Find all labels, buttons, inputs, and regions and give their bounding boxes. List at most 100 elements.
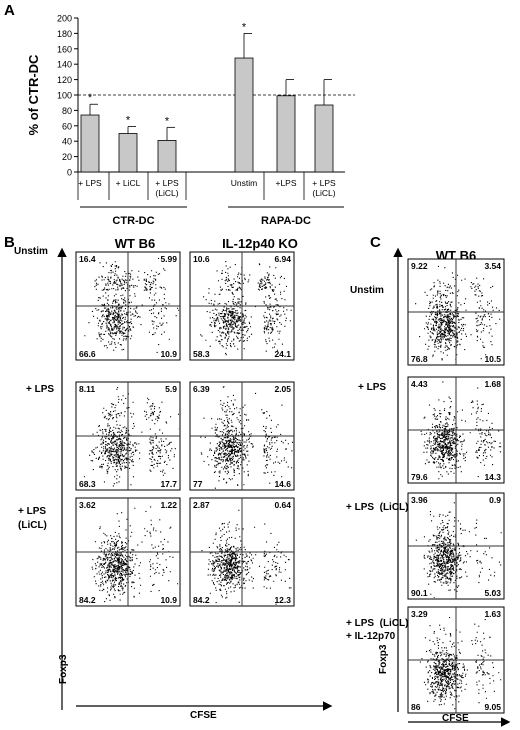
y-tick-label: 40: [62, 137, 72, 147]
category-label: + LiCL: [116, 178, 141, 188]
y-tick-label: 100: [57, 91, 72, 101]
quadrant-ul-percent: 3.96: [411, 495, 428, 505]
b-plot-0-0: 16.4 5.99 66.6 10.9: [75, 251, 181, 361]
bar: [276, 95, 296, 173]
bar: [314, 104, 334, 173]
quadrant-lr-percent: 10.9: [160, 595, 177, 605]
events: [200, 386, 293, 489]
quadrant-ll-percent: 79.6: [411, 472, 428, 482]
quadrant-lr-percent: 14.3: [484, 472, 501, 482]
c-row-label-unstim: Unstim: [350, 285, 384, 296]
bar: [157, 140, 177, 173]
quadrant-ul-percent: 2.87: [193, 500, 210, 510]
quadrant-ll-percent: 90.1: [411, 588, 428, 598]
significance-star: *: [165, 115, 170, 127]
quadrant-ul-percent: 4.43: [411, 379, 428, 389]
significance-star: *: [242, 21, 247, 33]
events: [200, 261, 292, 356]
quadrant-ul-percent: 3.29: [411, 609, 428, 619]
b-plot-0-1: 10.6 6.94 58.3 24.1: [189, 251, 295, 361]
quadrant-lr-percent: 17.7: [160, 479, 177, 489]
quadrant-ur-percent: 1.68: [484, 379, 501, 389]
quadrant-ur-percent: 5.9: [165, 384, 177, 394]
events: [91, 506, 179, 603]
c-plot-2: 3.96 0.9 90.1 5.03: [407, 492, 505, 600]
quadrant-ur-percent: 5.99: [160, 254, 177, 264]
c-plot-1: 4.43 1.68 79.6 14.3: [407, 376, 505, 484]
panel-b-letter: B: [4, 234, 15, 251]
quadrant-lr-percent: 9.05: [484, 702, 501, 712]
y-tick-label: 20: [62, 152, 72, 162]
panel-a-letter: A: [4, 2, 15, 19]
dot-cloud: [200, 386, 293, 489]
quadrant-lr-percent: 10.5: [484, 354, 501, 364]
significance-star: *: [88, 92, 93, 104]
c-y-axis-label: Foxp3: [378, 644, 389, 674]
c-plot-3: 3.29 1.63 86 9.05: [407, 606, 505, 714]
quadrant-ur-percent: 6.94: [274, 254, 291, 264]
panel-c-letter: C: [370, 234, 381, 251]
bar-chart: % of CTR-DC 0 20 40 60 80 100 120 140 160 180 200 *…: [26, 14, 355, 227]
b-row-label-unstim: Unstim: [14, 246, 48, 257]
quadrant-ul-percent: 9.22: [411, 261, 428, 271]
significance-star: *: [126, 115, 131, 127]
quadrant-ul-percent: 10.6: [193, 254, 210, 264]
column-header-wt-b6: WT B6: [114, 236, 156, 251]
quadrant-lr-percent: 5.03: [484, 588, 501, 598]
quadrant-ul-percent: 3.62: [79, 500, 96, 510]
y-tick-label: 0: [67, 168, 72, 178]
quadrant-lr-percent: 14.6: [274, 479, 291, 489]
b-y-axis-label: Foxp3: [58, 654, 69, 684]
column-header-il12p40-ko: IL-12p40 KO: [222, 236, 298, 251]
category-label: + LPS (LiCL): [312, 178, 336, 198]
quadrant-ll-percent: 77: [193, 479, 203, 489]
b-plot-1-1: 6.39 2.05 77 14.6: [189, 381, 295, 491]
quadrant-lr-percent: 12.3: [274, 595, 291, 605]
dot-cloud: [415, 502, 502, 598]
quadrant-ll-percent: 68.3: [79, 479, 96, 489]
y-tick-label: 140: [57, 60, 72, 70]
c-row-label-lps-licl-il12: + LPS (LiCL) + IL-12p70: [346, 618, 409, 642]
quadrant-ur-percent: 1.22: [160, 500, 177, 510]
b-plot-1-0: 8.11 5.9 68.3 17.7: [75, 381, 181, 491]
y-tick-label: 160: [57, 44, 72, 54]
b-plot-2-1: 2.87 0.64 84.2 12.3: [189, 497, 295, 607]
dot-cloud: [83, 387, 179, 487]
c-plot-0: 9.22 3.54 76.8 10.5: [407, 258, 505, 366]
quadrant-ll-percent: 86: [411, 702, 421, 712]
c-x-axis-label: CFSE: [442, 713, 469, 724]
dot-cloud: [84, 257, 179, 353]
quadrant-ul-percent: 16.4: [79, 254, 96, 264]
b-row-label-lps-licl: + LPS (LiCL): [18, 506, 47, 531]
dot-cloud: [200, 261, 292, 356]
group-label: CTR-DC: [112, 215, 154, 227]
quadrant-ll-percent: 84.2: [193, 595, 210, 605]
y-axis-label: % of CTR-DC: [26, 54, 41, 135]
y-tick-label: 80: [62, 106, 72, 116]
quadrant-ur-percent: 3.54: [484, 261, 501, 271]
events: [83, 387, 179, 487]
b-x-axis-label: CFSE: [190, 710, 217, 721]
quadrant-ll-percent: 84.2: [79, 595, 96, 605]
y-tick-label: 200: [57, 14, 72, 24]
quadrant-lr-percent: 24.1: [274, 349, 291, 359]
b-row-label-lps: + LPS: [26, 384, 55, 395]
bar: [234, 57, 254, 173]
group-label: RAPA-DC: [261, 215, 311, 227]
quadrant-ll-percent: 76.8: [411, 354, 428, 364]
category-label: + LPS: [78, 178, 102, 188]
quadrant-ur-percent: 0.9: [489, 495, 501, 505]
quadrant-ll-percent: 66.6: [79, 349, 96, 359]
c-row-label-lps: + LPS: [358, 382, 387, 393]
dot-cloud: [415, 265, 501, 361]
quadrant-ur-percent: 2.05: [274, 384, 291, 394]
category-label: Unstim: [231, 178, 257, 188]
bar: [80, 114, 100, 173]
b-plot-2-0: 3.62 1.22 84.2 10.9: [75, 497, 181, 607]
events: [415, 502, 502, 598]
category-label: + LPS (LiCL): [155, 178, 179, 198]
events: [84, 257, 179, 353]
events: [415, 265, 501, 361]
quadrant-ul-percent: 6.39: [193, 384, 210, 394]
flow-cytometry-panels: Foxp3 CFSE Foxp3 CFSE 16.4 5.99 66.6 10.9 10…: [57, 247, 511, 727]
